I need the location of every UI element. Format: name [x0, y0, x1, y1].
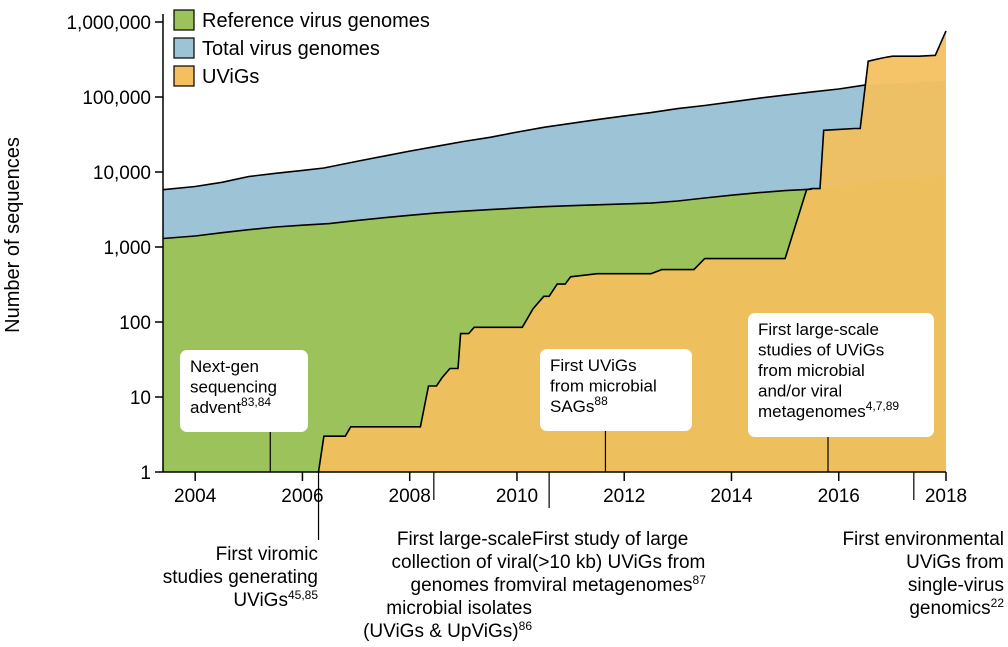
- x-tick-label-2: 2008: [389, 486, 431, 507]
- box-1-line-2: SAGs88: [550, 394, 608, 416]
- timeline-1-line-3: microbial isolates: [386, 598, 532, 619]
- box-2-line-1: studies of UViGs: [758, 341, 884, 360]
- timeline-0-line-0: First viromic: [216, 544, 318, 565]
- line-uvigs: [317, 30, 947, 473]
- timeline-1-line-4: (UViGs & UpViGs)86: [363, 619, 532, 642]
- y-tick-label-5: 100,000: [82, 88, 151, 109]
- line-total-virus-genomes: [162, 84, 866, 191]
- timeline-3-line-2: single-virus: [908, 575, 1004, 596]
- annotation-box-0: [180, 350, 308, 432]
- box-0-line-2: advent83,84: [190, 395, 271, 417]
- timeline-1-line-2: genomes from: [411, 575, 532, 596]
- legend-swatch-2: [173, 65, 195, 87]
- y-axis-title: Number of sequences: [2, 137, 24, 333]
- x-tick-label-4: 2012: [603, 486, 645, 507]
- timeline-1-line-0: First large-scale: [397, 529, 532, 550]
- x-tick-label-3: 2010: [496, 486, 538, 507]
- y-tick-label-2: 100: [119, 313, 151, 334]
- timeline-0-line-2: UViGs45,85: [233, 588, 318, 611]
- timeline-2-line-1: (>10 kb) UViGs from: [532, 552, 705, 573]
- box-2-line-2: from microbial: [758, 361, 865, 380]
- box-0-line-1: sequencing: [190, 378, 277, 397]
- box-0-line-0: Next-gen: [190, 357, 259, 376]
- timeline-0-line-1: studies generating: [163, 567, 318, 588]
- box-1-line-0: First UViGs: [550, 356, 637, 375]
- line-reference-virus-genomes: [162, 188, 812, 240]
- timeline-2-line-0: First study of large: [532, 529, 688, 550]
- timeline-3-line-0: First environmental: [842, 529, 1004, 550]
- y-tick-label-6: 1,000,000: [66, 13, 151, 34]
- axes: 1 10 100 1,000 10,000 100,000 1,000,000 2004 200…: [2, 13, 967, 507]
- y-tick-label-0: 1: [140, 463, 151, 484]
- timeline-2-line-2: viral metagenomes87: [532, 573, 706, 596]
- x-tick-label-0: 2004: [174, 486, 217, 507]
- legend-swatch-0: [173, 9, 195, 31]
- y-tick-label-1: 10: [130, 388, 151, 409]
- x-tick-label-5: 2014: [710, 486, 753, 507]
- box-2-line-0: First large-scale: [758, 320, 879, 339]
- x-tick-label-7: 2018: [925, 486, 967, 507]
- x-tick-label-1: 2006: [281, 486, 323, 507]
- legend: Reference virus genomes Total virus genom…: [173, 9, 430, 88]
- x-tick-label-6: 2016: [818, 486, 860, 507]
- y-tick-label-4: 10,000: [93, 163, 151, 184]
- box-2-line-3: and/or viral: [758, 382, 842, 401]
- timeline-1-line-1: collection of viral: [392, 552, 532, 573]
- timeline-3-line-3: genomics22: [909, 596, 1004, 619]
- legend-swatch-1: [173, 37, 195, 59]
- legend-label-2: UViGs: [202, 66, 259, 88]
- annotation-box-2: [748, 313, 934, 437]
- legend-label-0: Reference virus genomes: [202, 10, 430, 32]
- box-1-line-1: from microbial: [550, 377, 657, 396]
- timeline-3-line-1: UViGs from: [906, 552, 1004, 573]
- annotation-box-1: [540, 349, 692, 431]
- legend-label-1: Total virus genomes: [202, 38, 380, 60]
- box-2-line-4: metagenomes4,7,89: [758, 399, 899, 421]
- y-tick-label-3: 1,000: [103, 238, 151, 259]
